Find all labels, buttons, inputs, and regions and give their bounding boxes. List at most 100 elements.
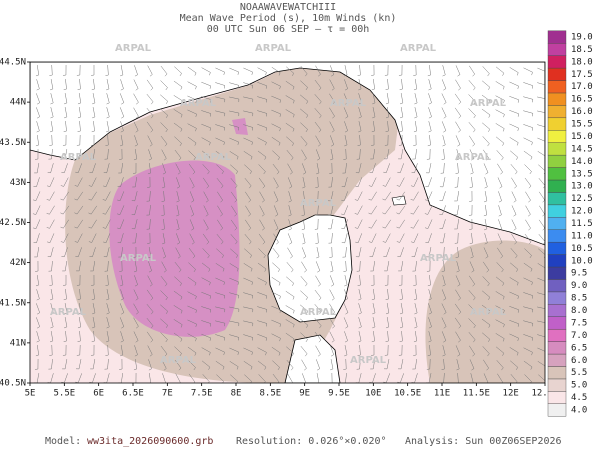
wind-barb (134, 354, 138, 357)
wind-barb (454, 107, 462, 117)
wind-barb (502, 353, 505, 356)
wind-barb (441, 158, 445, 161)
wind-barb (330, 135, 334, 145)
wind-barb (500, 172, 503, 175)
wind-barb (317, 270, 320, 273)
wind-barb (302, 373, 306, 383)
wind-barb (457, 372, 459, 383)
wind-barb (303, 172, 306, 175)
wind-barb (133, 331, 139, 341)
wind-barb (64, 93, 68, 103)
magenta-region (109, 160, 240, 337)
wind-barb (497, 233, 503, 243)
wind-barb (414, 163, 418, 173)
wind-barb (64, 149, 68, 159)
wind-barb (315, 261, 321, 271)
wind-barb (47, 241, 51, 243)
wind-barb (165, 101, 168, 104)
wind-barb (442, 284, 446, 287)
wind-barb (77, 102, 81, 105)
wind-barb (485, 205, 487, 215)
wind-barb (35, 270, 39, 272)
wind-barb (285, 109, 295, 115)
watermark: ARPAL (350, 355, 387, 366)
colorbar-label: 10.5 (571, 244, 593, 254)
wind-barb (359, 260, 361, 272)
wind-barb (358, 331, 362, 341)
wind-barb (161, 149, 167, 159)
wind-barb (358, 247, 362, 257)
wind-barb (92, 312, 96, 315)
wind-barb (317, 158, 320, 161)
wind-barb (205, 214, 209, 217)
wind-barb (305, 87, 308, 91)
wind-barb (358, 163, 362, 173)
wind-barb (414, 373, 418, 383)
wind-barb (180, 296, 183, 300)
wind-barb (176, 186, 180, 189)
wind-barb (49, 191, 55, 201)
wind-barb (341, 199, 345, 201)
wind-barb (302, 242, 306, 245)
wind-barb (373, 121, 375, 131)
mainland (30, 62, 545, 246)
wind-barb (428, 79, 432, 89)
wind-barb (330, 354, 334, 357)
colorbar-label: 16.5 (571, 95, 593, 105)
wind-barb (523, 262, 533, 270)
wind-barb (413, 340, 417, 343)
wind-barb (50, 102, 54, 105)
wind-barb (149, 373, 151, 383)
colorbar-label: 14.5 (571, 144, 593, 154)
wind-barb (371, 191, 377, 201)
wind-barb (517, 309, 519, 313)
wind-barb (319, 101, 322, 105)
wind-barb (36, 312, 40, 315)
wind-barb (91, 177, 97, 187)
wind-barb (400, 247, 404, 257)
wind-barb (265, 295, 267, 299)
wind-barb (502, 282, 505, 286)
wind-barb (413, 144, 417, 146)
wind-barb (285, 305, 295, 311)
colorbar-cell (547, 130, 567, 143)
wind-barb (428, 116, 432, 119)
wind-barb (344, 345, 348, 355)
wind-barb (275, 214, 279, 217)
colorbar-cell (547, 154, 567, 168)
wind-barb (222, 366, 225, 370)
wind-barb (473, 297, 476, 301)
wind-barb (528, 200, 531, 203)
wind-barb (149, 190, 151, 202)
wind-barb (278, 142, 281, 146)
wind-barb (243, 361, 253, 367)
wind-barb (414, 326, 418, 329)
wind-barb (484, 219, 488, 229)
wind-barb (257, 67, 267, 73)
wind-barb (93, 121, 95, 131)
wind-barb (503, 310, 505, 314)
wind-barb (537, 67, 545, 72)
wind-barb (429, 345, 431, 355)
wind-barb (410, 227, 414, 229)
wind-barb (50, 121, 54, 131)
wind-barb (317, 232, 319, 244)
wind-barb (358, 340, 362, 343)
wind-barb (176, 214, 180, 217)
wind-barb (293, 310, 295, 314)
wind-barb (135, 340, 139, 343)
wind-barb (531, 72, 533, 76)
wind-barb (359, 134, 361, 146)
wind-barb (468, 80, 476, 88)
wind-barb (50, 93, 54, 103)
wind-barb (455, 79, 461, 89)
wind-barb (230, 164, 238, 172)
wind-barb (179, 143, 182, 147)
x-tick-label: 10E (365, 389, 381, 399)
wind-barb (92, 303, 96, 313)
wind-barb (528, 185, 532, 189)
wind-barb (358, 79, 362, 89)
wind-barb (457, 219, 459, 229)
wind-barb (64, 107, 68, 117)
wind-barb (305, 297, 308, 301)
